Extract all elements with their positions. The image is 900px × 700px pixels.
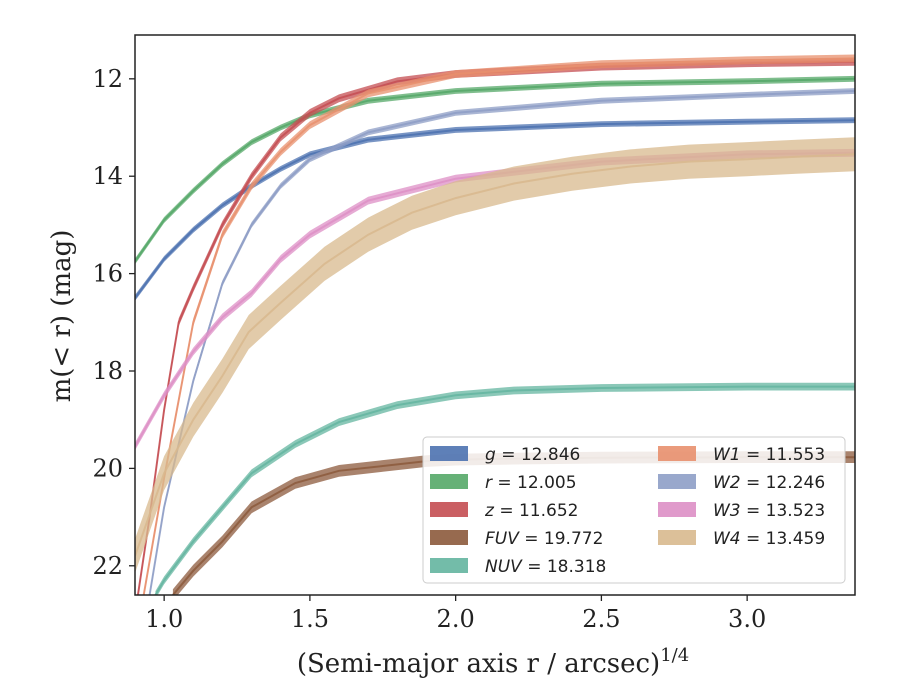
legend-series-name: FUV [485, 529, 520, 549]
legend-series-value: = 13.459 [741, 529, 826, 549]
plot-series [135, 54, 855, 595]
y-tick-label: 12 [92, 65, 123, 93]
legend-series-name: g [485, 445, 496, 465]
legend-label-z: z = 11.652 [484, 501, 578, 521]
series-line-W4 [135, 153, 855, 557]
legend-swatch-z [430, 502, 468, 517]
series-line-g [135, 119, 855, 299]
legend-label-g: g = 12.846 [485, 445, 580, 465]
legend-label-r: r = 12.005 [485, 473, 577, 493]
y-tick-label: 18 [92, 357, 123, 385]
legend-swatch-W1 [658, 446, 696, 461]
series-line-NUV [154, 385, 855, 595]
x-tick-label: 2.0 [437, 605, 475, 633]
series-line-W2 [148, 90, 855, 595]
legend-series-name: NUV [485, 557, 523, 577]
legend-box [422, 436, 846, 584]
x-axis-title-superscript: 1/4 [660, 645, 689, 666]
legend-series-name: r [485, 473, 493, 493]
legend-series-name: W4 [713, 529, 741, 549]
legend-series-value: = 12.846 [496, 445, 581, 465]
x-tick-label: 1.5 [291, 605, 329, 633]
y-ticks: 12 14 16 18 20 22 [92, 65, 135, 580]
legend-series-name: W2 [713, 473, 741, 493]
y-tick-label: 22 [92, 552, 123, 580]
legend-swatch-FUV [430, 530, 468, 545]
series-line-W1 [142, 57, 855, 595]
legend-label-W4: W4 = 13.459 [713, 529, 825, 549]
legend-label-NUV: NUV = 18.318 [485, 557, 606, 577]
legend-swatch-NUV [430, 558, 468, 573]
x-tick-label: 3.0 [728, 605, 766, 633]
legend-series-value: = 12.005 [492, 473, 577, 493]
legend-series-value: = 18.318 [522, 557, 607, 577]
legend-swatch-W4 [658, 530, 696, 545]
legend-series-value: = 11.553 [741, 445, 826, 465]
y-tick-label: 16 [92, 260, 123, 288]
legend-swatch-g [430, 446, 468, 461]
legend-series-value: = 13.523 [741, 501, 826, 521]
y-tick-label: 20 [92, 454, 123, 482]
legend-label-W1: W1 = 11.553 [713, 445, 825, 465]
legend-swatch-r [430, 474, 468, 489]
axes-frame [134, 34, 856, 596]
legend-label-FUV: FUV = 19.772 [485, 529, 603, 549]
x-ticks: 1.0 1.5 2.0 2.5 3.0 [145, 595, 766, 633]
y-axis-title: m(< r) (mag) [47, 230, 77, 403]
legend-series-value: = 12.246 [741, 473, 826, 493]
x-axis-title-text: (Semi-major axis r / arcsec) [297, 649, 660, 679]
x-axis-title: (Semi-major axis r / arcsec)1/4 [297, 645, 689, 679]
x-tick-label: 1.0 [145, 605, 183, 633]
legend-label-W3: W3 = 13.523 [713, 501, 825, 521]
legend-series-name: z [484, 501, 495, 521]
x-tick-label: 2.5 [582, 605, 620, 633]
y-tick-label: 14 [92, 162, 123, 190]
legend-series-name: W1 [713, 445, 741, 465]
legend-swatch-W3 [658, 502, 696, 517]
legend-series-name: W3 [713, 501, 741, 521]
legend-label-W2: W2 = 12.246 [713, 473, 825, 493]
legend-series-value: = 11.652 [494, 501, 579, 521]
legend-swatch-W2 [658, 474, 696, 489]
legend-series-value: = 19.772 [519, 529, 604, 549]
plot-border [134, 34, 856, 596]
